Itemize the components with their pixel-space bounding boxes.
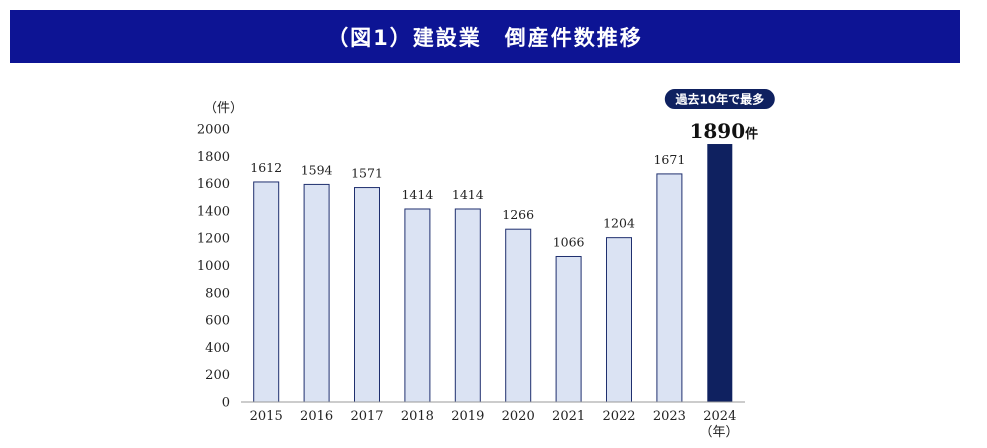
chart-title: （図1）建設業 倒産件数推移 bbox=[327, 25, 643, 50]
x-tick-label: 2016 bbox=[300, 409, 333, 424]
data-label-highlight: 1890件 bbox=[689, 119, 758, 143]
y-axis: 0 200 400 600 800 1000 1200 1400 1600 1800 2000 bbox=[197, 123, 230, 411]
x-tick-label: 2019 bbox=[451, 409, 484, 424]
x-axis-unit-label: （年） bbox=[699, 425, 738, 440]
data-labels: 1612 1594 1571 1414 1414 1266 1066 1204 1671 1890… bbox=[250, 119, 758, 249]
x-tick-label: 2024 bbox=[703, 409, 736, 424]
data-label: 1671 bbox=[653, 152, 685, 167]
bar-series bbox=[253, 144, 733, 403]
data-label: 1204 bbox=[603, 216, 635, 231]
y-tick-label: 0 bbox=[222, 396, 230, 411]
bar bbox=[454, 208, 481, 403]
y-tick-label: 1200 bbox=[197, 232, 230, 247]
x-axis: 2015 2016 2017 2018 2019 2020 2021 2022 2023 2024 bbox=[250, 409, 737, 424]
data-label: 1266 bbox=[502, 207, 534, 222]
bar bbox=[354, 187, 380, 403]
bar bbox=[303, 183, 330, 403]
bar bbox=[555, 255, 582, 403]
annotation-pill bbox=[662, 87, 777, 112]
y-axis-unit-label: （件） bbox=[204, 101, 243, 116]
x-tick-label: 2020 bbox=[502, 409, 535, 424]
annotation-text: 過去10年で最多 bbox=[674, 92, 764, 107]
bar bbox=[656, 173, 683, 403]
data-label: 1612 bbox=[250, 160, 282, 175]
y-tick-label: 1800 bbox=[197, 150, 230, 165]
highlight-callout: 過去10年で最多 bbox=[662, 87, 777, 112]
x-tick-label: 2018 bbox=[401, 409, 434, 424]
x-tick-label: 2023 bbox=[653, 409, 686, 424]
x-tick-label: 2021 bbox=[552, 409, 585, 424]
data-label: 1594 bbox=[301, 162, 333, 177]
x-tick-label: 2017 bbox=[350, 409, 383, 424]
data-label: 1414 bbox=[452, 187, 484, 202]
bar bbox=[404, 208, 431, 403]
y-tick-label: 1400 bbox=[197, 204, 230, 219]
y-tick-label: 400 bbox=[205, 341, 230, 356]
bar bbox=[505, 228, 532, 403]
y-tick-label: 2000 bbox=[197, 123, 230, 138]
x-tick-label: 2015 bbox=[250, 409, 283, 424]
y-tick-label: 200 bbox=[205, 368, 230, 383]
data-label: 1571 bbox=[351, 166, 383, 181]
data-label: 1066 bbox=[553, 234, 585, 249]
data-label: 1414 bbox=[401, 187, 433, 202]
bar bbox=[606, 237, 632, 403]
y-tick-label: 1600 bbox=[197, 177, 230, 192]
chart-title-bar: （図1）建設業 倒産件数推移 bbox=[10, 10, 960, 63]
y-tick-label: 1000 bbox=[197, 259, 230, 274]
bar-highlight bbox=[707, 144, 733, 402]
y-tick-label: 600 bbox=[205, 314, 230, 329]
x-tick-label: 2022 bbox=[602, 409, 635, 424]
bar bbox=[253, 181, 280, 403]
y-tick-label: 800 bbox=[205, 286, 230, 301]
